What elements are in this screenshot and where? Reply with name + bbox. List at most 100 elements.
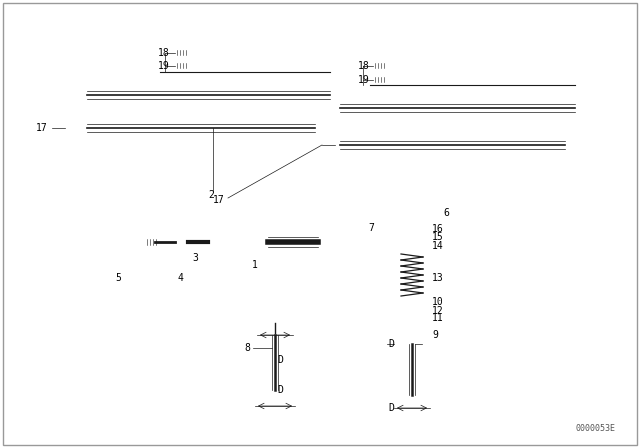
Ellipse shape — [413, 95, 428, 121]
Ellipse shape — [484, 95, 499, 121]
Ellipse shape — [198, 89, 207, 102]
Text: 2: 2 — [208, 190, 214, 200]
Ellipse shape — [163, 121, 173, 134]
Text: 14: 14 — [432, 241, 444, 251]
Ellipse shape — [417, 209, 437, 221]
Circle shape — [76, 117, 80, 121]
Ellipse shape — [176, 227, 196, 257]
Circle shape — [61, 106, 105, 150]
Ellipse shape — [198, 121, 207, 134]
Text: 11: 11 — [432, 313, 444, 323]
Ellipse shape — [144, 238, 156, 246]
Bar — [175, 62, 188, 69]
Text: 9: 9 — [432, 330, 438, 340]
Ellipse shape — [378, 95, 392, 121]
Ellipse shape — [488, 102, 497, 115]
Text: 4: 4 — [178, 273, 184, 283]
Circle shape — [69, 114, 97, 142]
Circle shape — [230, 234, 246, 250]
Circle shape — [78, 90, 88, 100]
Circle shape — [249, 239, 255, 245]
Circle shape — [336, 131, 364, 159]
Circle shape — [162, 69, 168, 75]
Ellipse shape — [301, 89, 310, 102]
Circle shape — [345, 140, 355, 150]
Circle shape — [76, 102, 80, 106]
Ellipse shape — [415, 138, 424, 151]
Text: D: D — [277, 385, 283, 395]
Circle shape — [86, 117, 90, 121]
Circle shape — [328, 86, 372, 130]
Ellipse shape — [447, 133, 463, 158]
Ellipse shape — [127, 116, 143, 141]
Ellipse shape — [447, 95, 463, 121]
Bar — [373, 76, 386, 83]
Ellipse shape — [366, 222, 384, 234]
Ellipse shape — [399, 240, 425, 253]
Text: D: D — [388, 339, 394, 349]
Circle shape — [338, 106, 342, 110]
Text: D: D — [388, 403, 394, 413]
Circle shape — [358, 143, 362, 147]
Circle shape — [76, 84, 80, 88]
Text: 17: 17 — [36, 123, 48, 133]
Ellipse shape — [451, 138, 460, 151]
Text: 18: 18 — [158, 48, 170, 58]
Ellipse shape — [131, 121, 140, 134]
Circle shape — [325, 67, 335, 77]
Bar — [150, 262, 192, 287]
Circle shape — [91, 93, 95, 97]
Bar — [405, 322, 421, 331]
Circle shape — [353, 152, 357, 155]
Circle shape — [343, 97, 347, 101]
Circle shape — [76, 135, 80, 139]
Text: 5: 5 — [115, 273, 121, 283]
Circle shape — [86, 135, 90, 139]
Circle shape — [86, 84, 90, 88]
Circle shape — [338, 143, 342, 147]
Circle shape — [223, 231, 230, 237]
Text: 19: 19 — [358, 75, 370, 85]
Text: 3: 3 — [192, 253, 198, 263]
Ellipse shape — [412, 206, 442, 224]
Bar — [405, 322, 421, 342]
Circle shape — [570, 80, 580, 90]
Text: 16: 16 — [432, 224, 444, 234]
Ellipse shape — [400, 294, 424, 306]
Ellipse shape — [268, 121, 276, 134]
Ellipse shape — [264, 116, 280, 141]
Bar — [373, 62, 386, 69]
Ellipse shape — [127, 82, 143, 108]
Ellipse shape — [234, 89, 243, 102]
Ellipse shape — [230, 116, 246, 141]
Ellipse shape — [161, 116, 175, 141]
Circle shape — [328, 123, 372, 167]
Ellipse shape — [234, 121, 243, 134]
Ellipse shape — [381, 138, 390, 151]
Ellipse shape — [378, 133, 392, 158]
Circle shape — [71, 93, 75, 97]
Circle shape — [353, 134, 357, 138]
Text: 8: 8 — [244, 343, 250, 353]
Ellipse shape — [550, 95, 566, 121]
Ellipse shape — [524, 138, 532, 151]
Ellipse shape — [520, 133, 536, 158]
Text: 18: 18 — [358, 61, 370, 71]
Circle shape — [343, 134, 347, 138]
Ellipse shape — [298, 82, 312, 108]
Circle shape — [69, 81, 97, 109]
Text: 13: 13 — [432, 273, 444, 283]
Ellipse shape — [396, 396, 428, 409]
Text: 12: 12 — [432, 306, 444, 316]
Text: 1: 1 — [252, 260, 258, 270]
Circle shape — [208, 212, 268, 272]
Ellipse shape — [180, 234, 192, 250]
Ellipse shape — [415, 102, 424, 115]
Circle shape — [325, 90, 335, 100]
Text: D: D — [277, 355, 283, 365]
Circle shape — [416, 81, 424, 89]
Ellipse shape — [484, 133, 499, 158]
Ellipse shape — [402, 312, 422, 320]
Circle shape — [239, 226, 245, 232]
Circle shape — [91, 126, 95, 130]
